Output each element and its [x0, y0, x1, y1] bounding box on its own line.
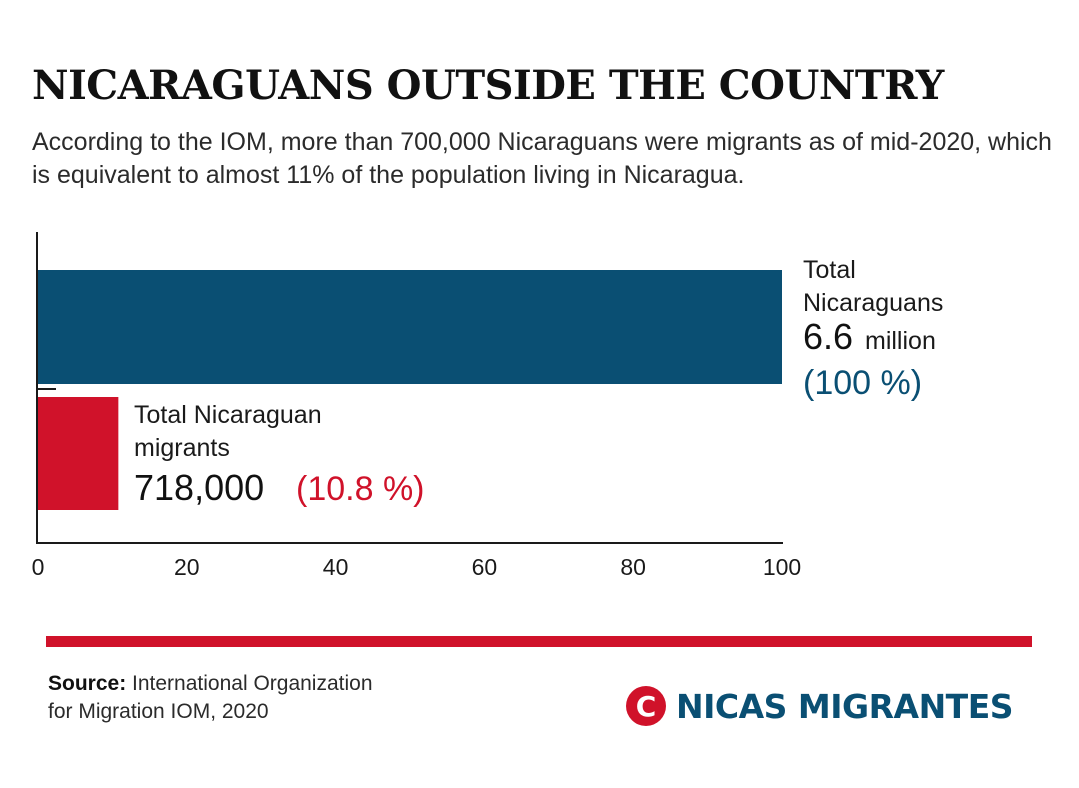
source-line-2: for Migration IOM, 2020: [48, 700, 269, 723]
source-line-1: International Organization: [126, 672, 373, 695]
x-tick-label: 40: [323, 554, 349, 580]
bar-total-migrants: [38, 397, 119, 510]
bar-label-line: migrants: [134, 434, 230, 462]
x-tick-label: 0: [32, 554, 45, 580]
logo-c-icon: C: [626, 686, 666, 726]
logo-wordmark: NICAS MIGRANTES: [676, 686, 1014, 726]
bar-total-nicaraguans: [38, 270, 782, 384]
chart-title: NICARAGUANS OUTSIDE THE COUNTRY: [32, 62, 944, 109]
bar-label-line: Total Nicaraguan: [134, 401, 322, 429]
footer-divider: [46, 636, 1032, 647]
bar-percent-label: (10.8 %): [296, 470, 425, 508]
bar-label-line: Total: [803, 256, 856, 284]
source-label: Source:: [48, 672, 127, 695]
x-tick-label: 60: [472, 554, 498, 580]
brand-logo: C NICAS MIGRANTES: [626, 686, 1014, 726]
chart-subtitle: According to the IOM, more than 700,000 …: [32, 128, 1052, 189]
bar-value-unit: million: [865, 327, 936, 355]
bar-label-line: Nicaraguans: [803, 289, 943, 317]
x-tick-label: 80: [620, 554, 646, 580]
bar-value-figure: 6.6: [803, 316, 853, 357]
x-tick-label: 20: [174, 554, 200, 580]
bar-percent-label: (100 %): [803, 364, 922, 402]
x-tick-label: 100: [763, 554, 801, 580]
bar-value-figure: 718,000: [134, 467, 264, 508]
source-note: Source: International Organization for M…: [48, 670, 373, 726]
